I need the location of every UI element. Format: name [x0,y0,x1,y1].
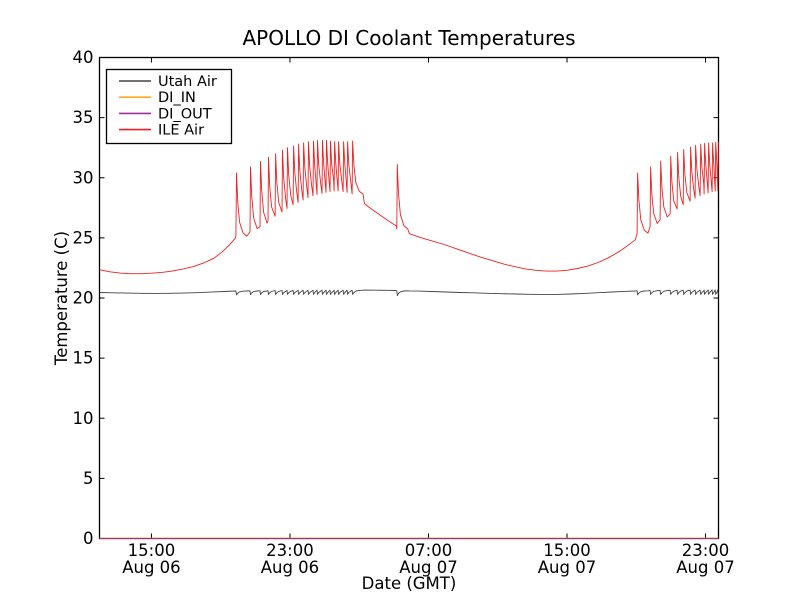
y-tick-label: 15 [73,349,94,368]
y-tick-label: 0 [83,529,94,548]
x-axis-label: Date (GMT) [362,574,457,593]
x-tick-time-label: 07:00 [405,541,453,560]
y-tick-label: 25 [73,228,94,247]
x-tick-date-label: Aug 07 [676,558,734,577]
x-tick-date-label: Aug 07 [399,558,457,577]
legend-label: Utah Air [158,74,217,90]
y-tick-label: 10 [73,409,94,428]
series-utah-air [99,289,719,297]
y-tick-label: 20 [73,289,94,308]
x-tick-time-label: 23:00 [682,541,730,560]
chart-title: APOLLO DI Coolant Temperatures [242,26,575,50]
y-tick-label: 40 [73,48,94,67]
legend-label: DI_OUT [158,106,212,122]
legend-label: ILE Air [158,123,204,139]
series-ile-air [99,140,719,275]
y-tick-label: 35 [73,108,94,127]
y-axis: 0 5 10 15 20 25 30 35 40 [73,48,719,548]
legend-label: DI_IN [158,90,196,106]
x-tick-date-label: Aug 06 [122,558,180,577]
x-tick-time-label: 15:00 [128,541,176,560]
x-tick-time-label: 15:00 [543,541,591,560]
x-tick-date-label: Aug 06 [261,558,319,577]
x-tick-date-label: Aug 07 [538,558,596,577]
y-tick-label: 30 [73,168,94,187]
legend-box [105,68,233,145]
x-tick-time-label: 23:00 [266,541,314,560]
y-axis-label: Temperature (C) [52,231,71,366]
y-tick-label: 5 [83,469,94,488]
